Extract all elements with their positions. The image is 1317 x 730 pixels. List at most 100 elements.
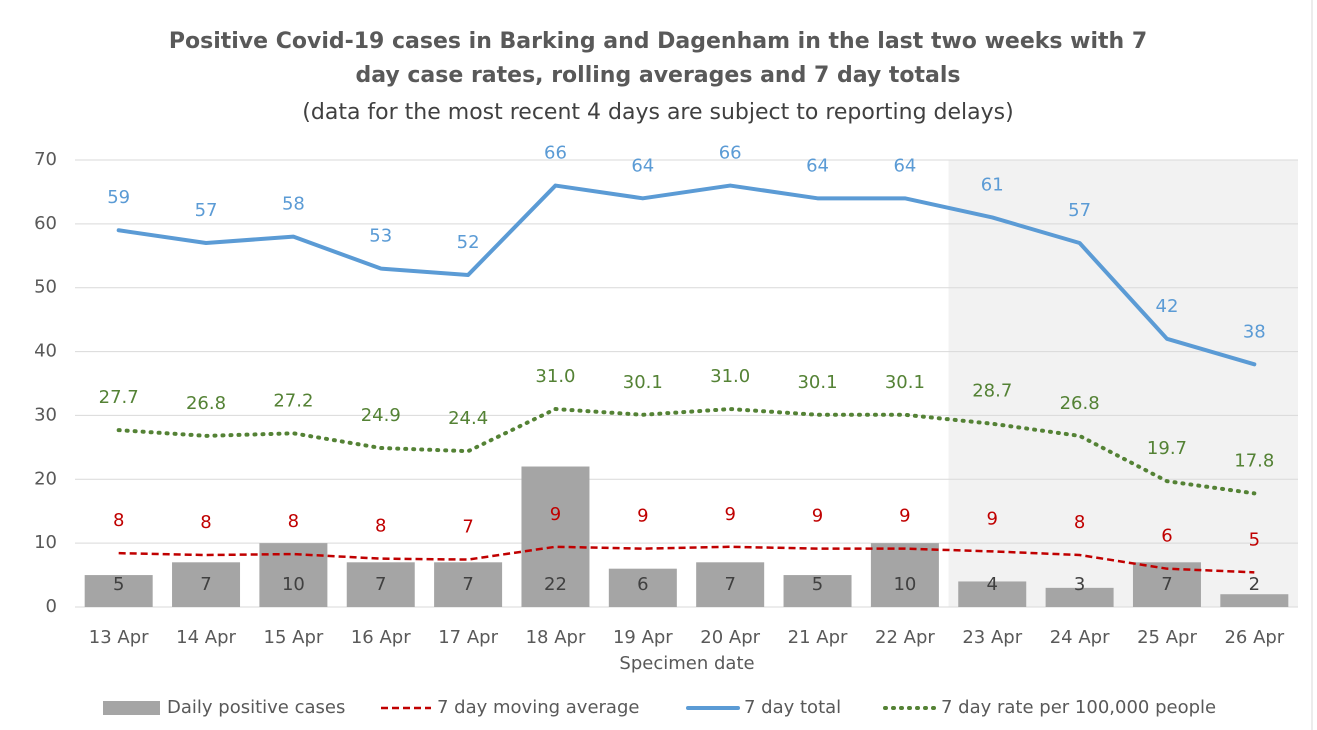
bar [696,562,765,607]
y-tick-label: 30 [34,404,57,425]
data-label: 19.7 [1147,438,1187,459]
line-series [118,545,1255,574]
y-tick-label: 40 [34,341,57,362]
legend-label: 7 day moving average [437,697,639,718]
bar [521,466,590,607]
data-label: 26.8 [186,393,226,414]
data-label: 24.4 [448,408,488,429]
data-label: 9 [550,504,561,525]
line-series [116,407,1257,496]
data-label: 9 [987,508,998,529]
bar [172,562,241,607]
data-label: 61 [981,174,1004,195]
data-label: 42 [1156,296,1179,317]
data-label: 52 [457,232,480,253]
x-tick-label: 24 Apr [1050,627,1110,648]
legend-label: Daily positive cases [167,697,345,718]
data-label: 38 [1243,321,1266,342]
data-label: 6 [1161,526,1172,547]
data-label: 30.1 [797,372,837,393]
x-tick-label: 17 Apr [438,627,498,648]
data-label: 58 [282,194,305,215]
x-tick-label: 18 Apr [526,627,586,648]
data-label: 7 [462,574,473,595]
data-label: 17.8 [1234,450,1274,471]
x-tick-label: 22 Apr [875,627,935,648]
y-tick-label: 50 [34,277,57,298]
chart-title: Positive Covid-19 cases in Barking and D… [169,29,1147,54]
bar [608,568,677,607]
data-label: 64 [893,155,916,176]
data-label: 10 [282,574,305,595]
data-label: 8 [375,516,386,537]
line-series [116,183,1257,367]
x-tick-label: 26 Apr [1224,627,1284,648]
legend-label: 7 day rate per 100,000 people [941,697,1216,718]
data-label: 7 [375,574,386,595]
data-label: 24.9 [361,405,401,426]
data-label: 9 [724,504,735,525]
y-tick-label: 70 [34,149,57,170]
data-label: 27.2 [273,390,313,411]
data-label: 31.0 [535,366,575,387]
data-label: 7 [200,574,211,595]
data-label: 27.7 [99,387,139,408]
data-label: 10 [893,574,916,595]
x-tick-label: 16 Apr [351,627,411,648]
data-label: 5 [113,574,124,595]
data-label: 8 [113,510,124,531]
data-label: 57 [1068,200,1091,221]
data-label: 9 [899,506,910,527]
shaded-region [948,160,1298,607]
legend-swatch [103,701,160,715]
chart-subtitle: (data for the most recent 4 days are sub… [302,100,1013,125]
data-label: 7 [724,574,735,595]
y-tick-label: 0 [46,596,57,617]
bar [870,543,939,607]
y-tick-label: 20 [34,468,57,489]
data-label: 9 [637,506,648,527]
data-label: 8 [1074,512,1085,533]
x-tick-label: 23 Apr [962,627,1022,648]
data-label: 64 [631,155,654,176]
data-label: 59 [107,187,130,208]
data-label: 5 [812,574,823,595]
bar [1045,587,1114,607]
x-tick-label: 15 Apr [264,627,324,648]
x-tick-label: 14 Apr [176,627,236,648]
bar [259,543,328,607]
data-label: 26.8 [1060,393,1100,414]
data-label: 66 [544,143,567,164]
x-axis-label: Specimen date [619,653,754,674]
bar [84,575,153,607]
x-tick-label: 20 Apr [700,627,760,648]
data-label: 5 [1249,529,1260,550]
y-tick-label: 60 [34,213,57,234]
data-label: 6 [637,574,648,595]
data-label: 53 [369,226,392,247]
bar [434,562,503,607]
data-label: 9 [812,506,823,527]
bar [1220,594,1289,607]
data-label: 30.1 [885,372,925,393]
data-label: 30.1 [623,372,663,393]
x-tick-label: 21 Apr [788,627,848,648]
data-label: 7 [1161,574,1172,595]
data-label: 31.0 [710,366,750,387]
data-label: 22 [544,574,567,595]
x-tick-label: 25 Apr [1137,627,1197,648]
data-label: 64 [806,155,829,176]
x-tick-label: 19 Apr [613,627,673,648]
data-label: 8 [200,512,211,533]
data-label: 4 [987,574,998,595]
data-label: 8 [288,511,299,532]
bar [346,562,415,607]
data-label: 57 [195,200,218,221]
data-label: 2 [1249,574,1260,595]
data-label: 3 [1074,574,1085,595]
legend-label: 7 day total [744,697,841,718]
y-tick-label: 10 [34,532,57,553]
data-label: 66 [719,143,742,164]
data-label: 28.7 [972,381,1012,402]
